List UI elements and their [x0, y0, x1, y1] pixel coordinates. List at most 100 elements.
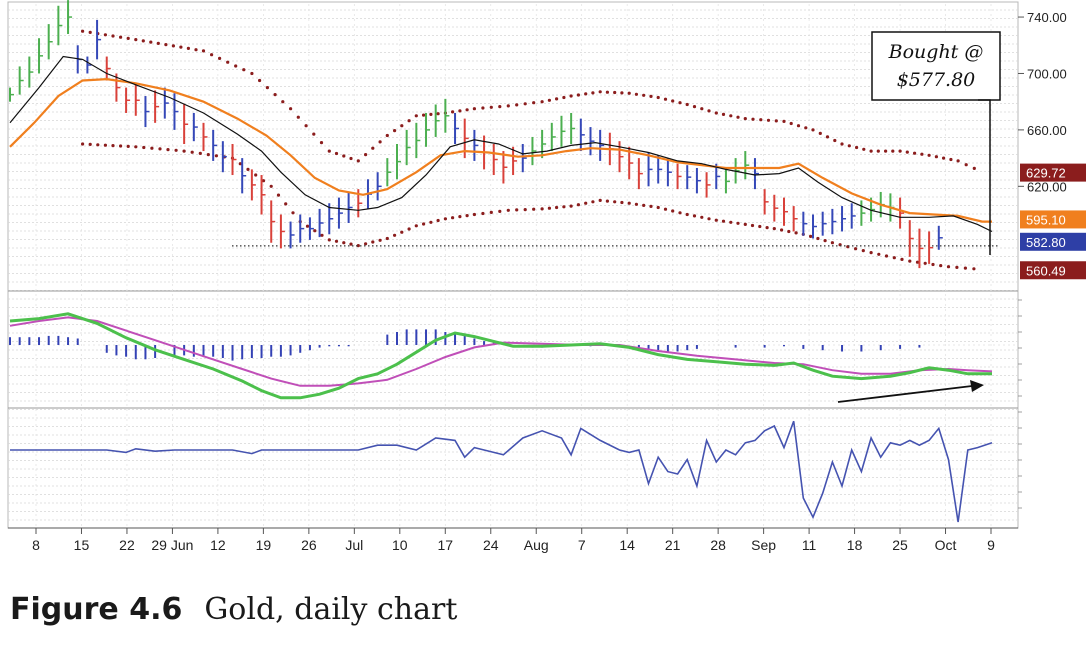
- lower-channel-dot: [291, 211, 295, 215]
- lower-channel-dot: [320, 233, 324, 237]
- x-tick-label: 15: [74, 537, 90, 553]
- lower-channel-dot: [385, 236, 389, 241]
- price-badge-label: 560.49: [1026, 263, 1066, 278]
- moving-averages: [9, 55, 993, 233]
- upper-channel-dot: [833, 138, 837, 143]
- macd-panel: [8, 312, 1018, 400]
- upper-channel-dot: [555, 97, 559, 101]
- lower-channel-dot: [946, 265, 951, 269]
- annotation-line1: Bought @: [888, 41, 984, 63]
- upper-channel-dot: [569, 94, 573, 98]
- upper-channel-dot: [250, 71, 254, 76]
- lower-channel-dot: [305, 224, 310, 228]
- lower-channel-dot: [284, 202, 288, 206]
- price-badges: 629.72 595.10 582.80 560.49: [1020, 163, 1086, 280]
- lower-channel-dot: [261, 179, 266, 183]
- price-badge: [1020, 210, 1086, 229]
- upper-channel-dot: [847, 144, 851, 148]
- lower-channel-dot: [246, 167, 250, 171]
- lower-channel-dot: [591, 200, 595, 204]
- lower-channel-dot: [443, 217, 447, 221]
- fast-ema-line: [9, 55, 993, 233]
- upper-channel-dot: [515, 103, 519, 107]
- lower-channel-dot: [515, 208, 519, 212]
- upper-channel-dot: [289, 107, 293, 111]
- lower-channel-dot: [758, 224, 762, 229]
- lower-channel-dot: [678, 211, 682, 215]
- upper-channel-dot: [540, 100, 544, 104]
- figure-title: Gold, daily chart: [204, 592, 458, 627]
- lower-channel-dot: [190, 150, 194, 154]
- lower-channel-dot: [327, 238, 331, 242]
- upper-channel-dot: [876, 149, 880, 153]
- upper-channel-dot: [576, 93, 581, 97]
- lower-channel-dot: [198, 151, 202, 155]
- annotation-box: [871, 31, 1001, 101]
- lower-channel-dot: [472, 212, 476, 217]
- lower-channel-dot: [150, 146, 154, 150]
- upper-channel-dot: [532, 101, 536, 105]
- upper-channel-dot: [385, 133, 389, 138]
- lower-channel-dot: [598, 198, 602, 202]
- upper-channel-dot: [671, 99, 675, 103]
- x-tick-label: 29 Jun: [151, 537, 193, 553]
- upper-channel-dot: [356, 159, 360, 163]
- lower-channel-dot: [540, 207, 544, 211]
- upper-channel-dot: [472, 107, 476, 111]
- lower-channel-dot: [750, 223, 755, 228]
- lower-channel-dot: [729, 220, 733, 224]
- lower-channel-dot: [407, 227, 411, 231]
- lower-channel-dot: [884, 254, 889, 258]
- upper-channel-dot: [141, 39, 145, 43]
- price-badge-label: 582.80: [1026, 235, 1066, 250]
- annotation-pointer: [978, 99, 991, 255]
- x-tick-label: Aug: [524, 537, 549, 553]
- lower-channel-dot: [400, 230, 404, 234]
- upper-channel-dot: [891, 149, 895, 153]
- price-badge: [1020, 232, 1086, 251]
- upper-channel-dot: [523, 102, 527, 106]
- lower-channel-dot: [931, 262, 935, 267]
- upper-channel-dot: [407, 119, 411, 123]
- x-tick-label: 10: [392, 537, 408, 553]
- lower-channel-dot: [96, 143, 100, 147]
- lower-channel-dot: [334, 239, 339, 243]
- lower-channel-dot: [809, 234, 813, 238]
- x-tick-label: 8: [32, 537, 40, 553]
- lower-channel-dot: [671, 209, 675, 213]
- upper-channel-dot: [905, 150, 909, 154]
- lower-channel-dot: [765, 226, 769, 230]
- signal-line: [9, 316, 993, 387]
- upper-channel-dot: [210, 53, 214, 57]
- upper-channel-dot: [884, 149, 888, 153]
- force-index-line: [10, 420, 993, 523]
- upper-channel-dot: [766, 118, 771, 122]
- upper-channel-dot: [393, 129, 397, 133]
- upper-channel-dot: [736, 115, 740, 119]
- upper-channel-dot: [498, 105, 502, 109]
- lower-channel-dot: [313, 229, 317, 233]
- x-tick-label: 22: [119, 537, 135, 553]
- lower-channel-dot: [900, 257, 904, 261]
- lower-channel-dot: [498, 209, 502, 213]
- lower-channel-dot: [532, 207, 536, 211]
- upper-channel-dot: [605, 90, 610, 94]
- upper-channel-dot: [714, 111, 718, 115]
- upper-channel-dot: [840, 142, 844, 146]
- lower-channel-dot: [119, 144, 123, 148]
- lower-channel-dot: [736, 221, 740, 225]
- upper-channel-dot: [656, 95, 660, 100]
- upper-channel-dot: [789, 121, 793, 126]
- upper-channel-dot: [774, 119, 778, 123]
- gold-daily-chart: 740.00 700.00 660.00 620.00 8 15 22 29 Jun 12 19…: [7, 0, 1086, 553]
- lower-channel-dot: [656, 205, 660, 210]
- upper-channel-dot: [327, 149, 331, 153]
- lower-channel-dot: [414, 224, 418, 228]
- upper-channel-dot: [743, 117, 747, 121]
- envelope-channel: [81, 29, 976, 271]
- lower-channel-dot: [627, 201, 631, 205]
- upper-channel-dot: [371, 146, 375, 150]
- upper-channel-dot: [811, 128, 815, 132]
- lower-channel-dot: [908, 259, 912, 263]
